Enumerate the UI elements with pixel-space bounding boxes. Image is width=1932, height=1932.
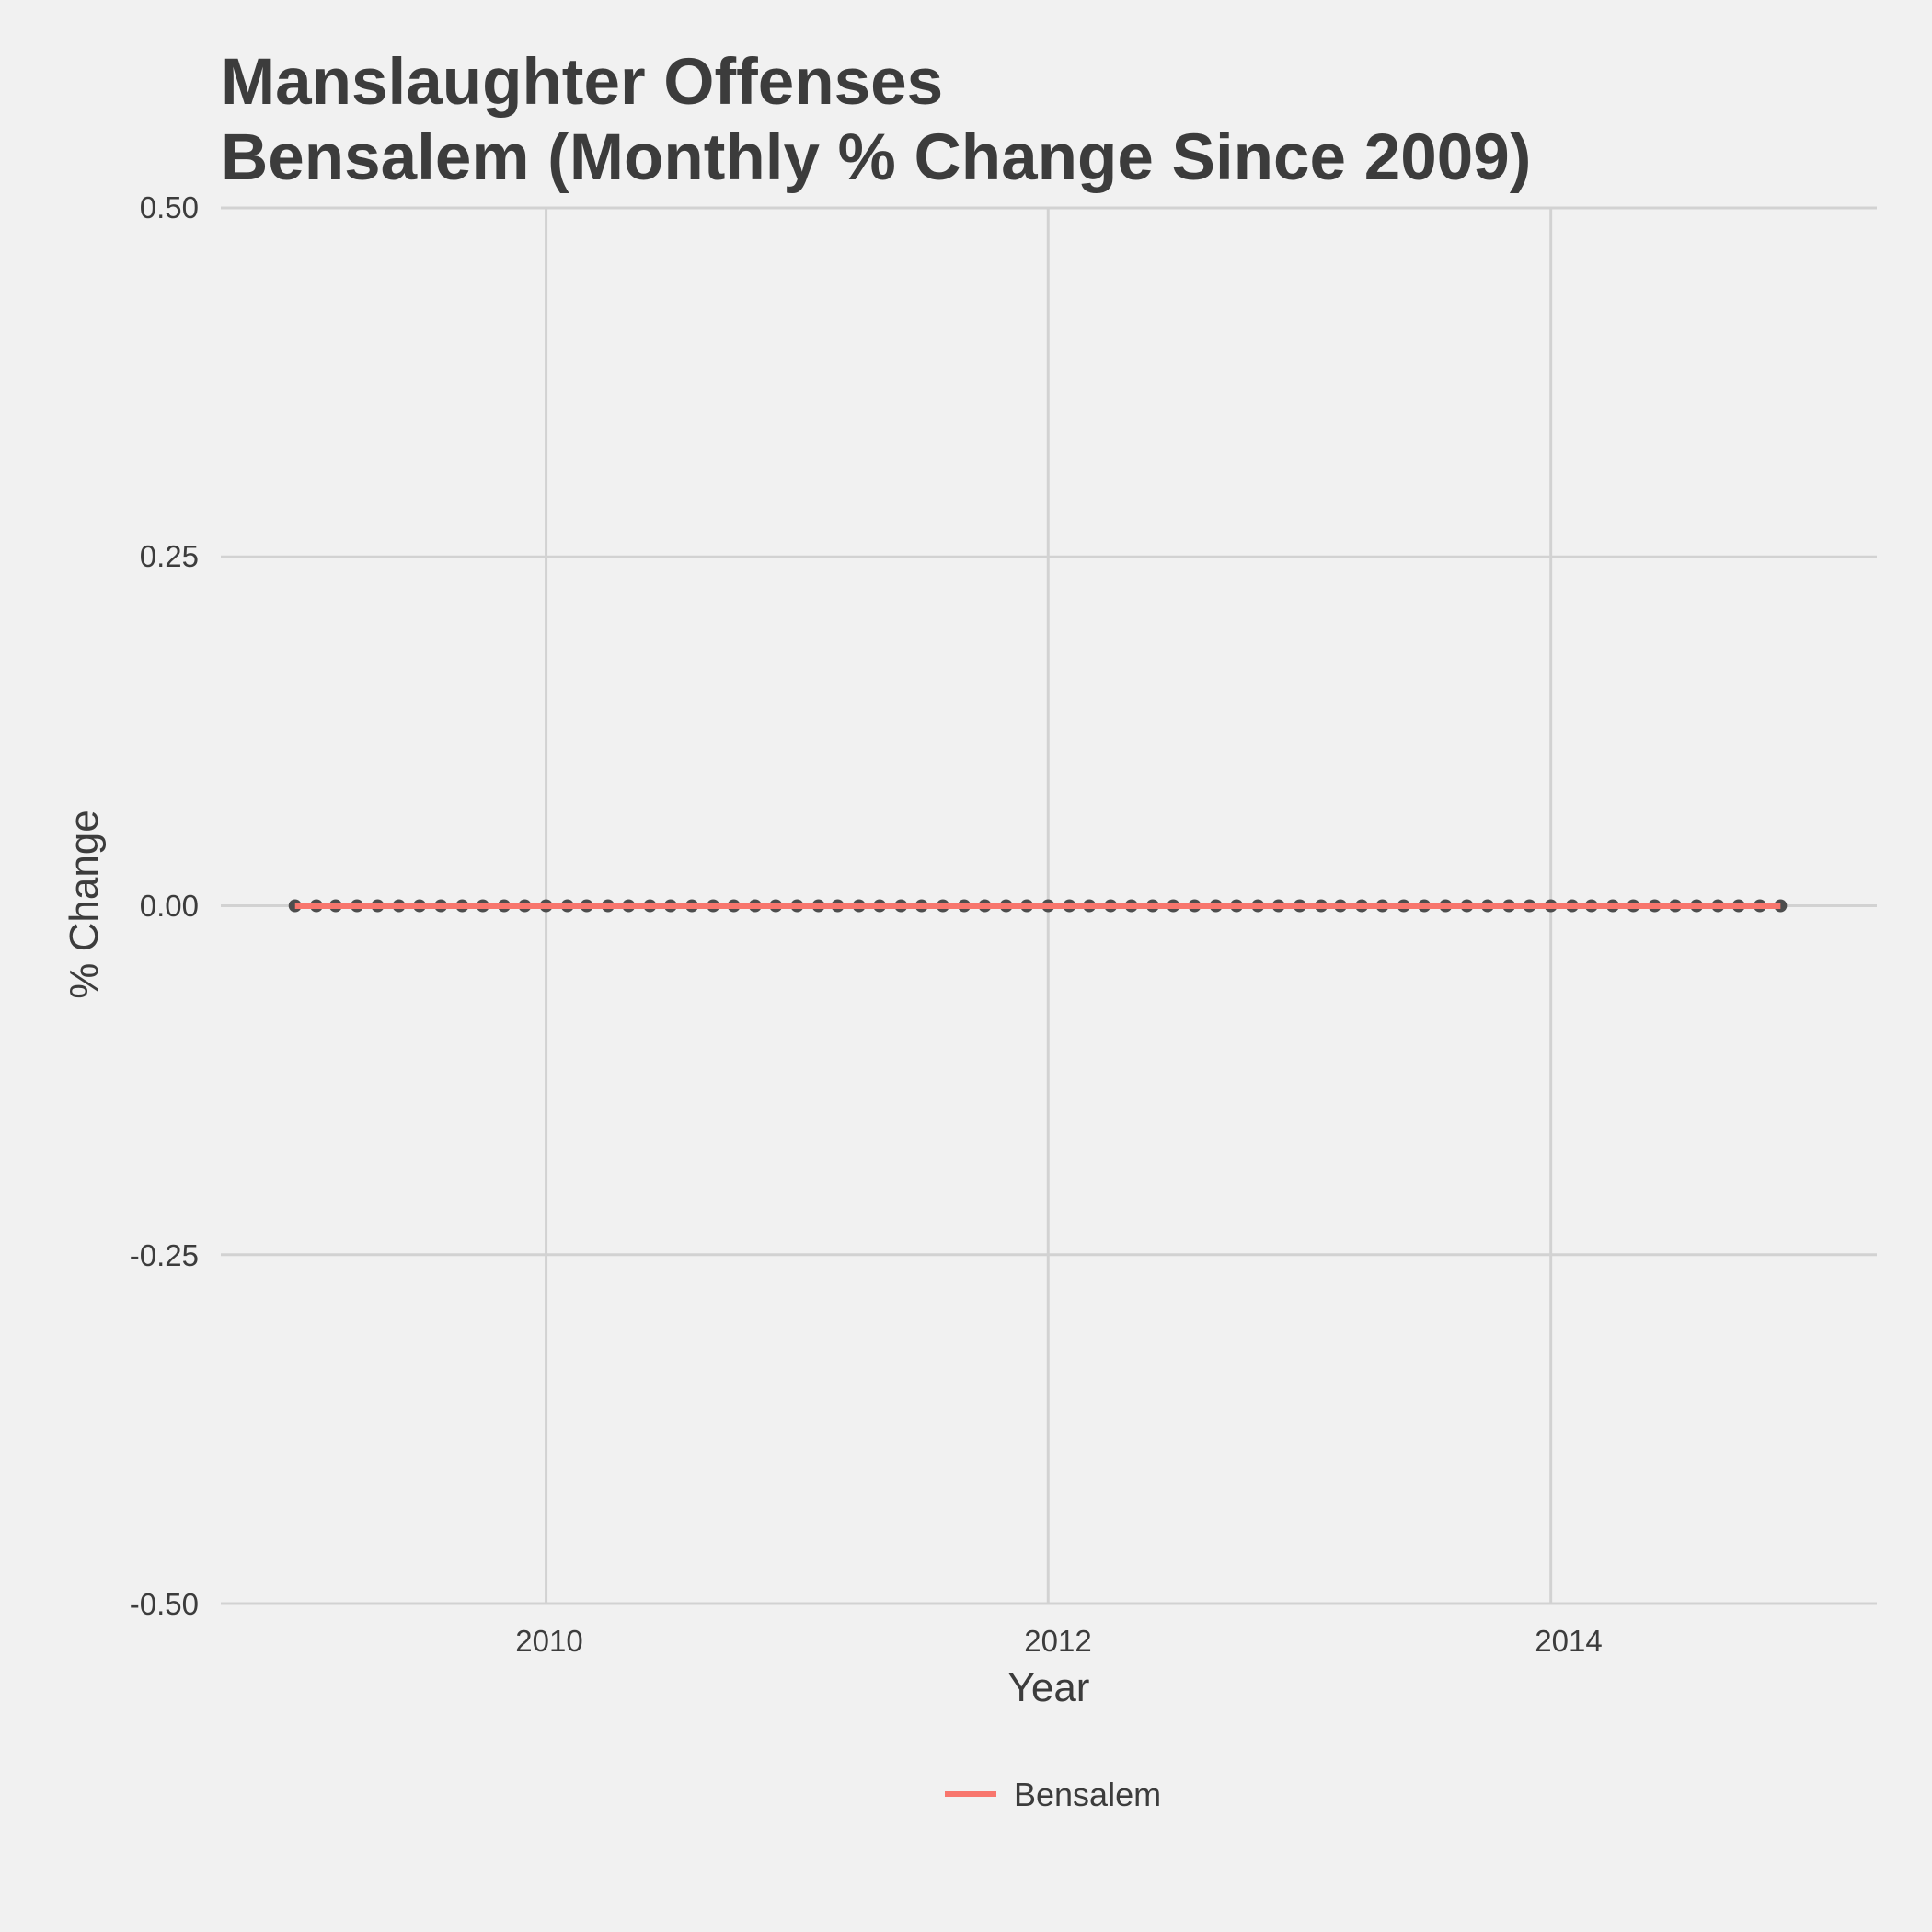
y-tick-label: 0.50 bbox=[140, 190, 199, 224]
x-tick-label: 2010 bbox=[515, 1624, 582, 1658]
x-axis-ticks: 2010 2012 2014 bbox=[515, 1624, 1602, 1658]
legend: Bensalem bbox=[945, 1776, 1161, 1813]
x-axis-title: Year bbox=[1008, 1665, 1090, 1710]
chart-title-line1: Manslaughter Offenses bbox=[221, 46, 943, 119]
y-axis-title: % Change bbox=[62, 810, 107, 998]
chart-title-line2: Bensalem (Monthly % Change Since 2009) bbox=[221, 121, 1531, 194]
y-tick-label: 0.00 bbox=[140, 889, 199, 923]
x-tick-label: 2014 bbox=[1535, 1624, 1602, 1658]
series-layer bbox=[288, 899, 1788, 913]
y-tick-label: 0.25 bbox=[140, 539, 199, 573]
legend-label-bensalem: Bensalem bbox=[1014, 1776, 1161, 1813]
y-tick-label: -0.50 bbox=[130, 1587, 199, 1621]
y-axis-ticks: -0.50 -0.25 0.00 0.25 0.50 bbox=[130, 190, 199, 1621]
y-tick-label: -0.25 bbox=[130, 1238, 199, 1272]
x-tick-label: 2012 bbox=[1024, 1624, 1091, 1658]
